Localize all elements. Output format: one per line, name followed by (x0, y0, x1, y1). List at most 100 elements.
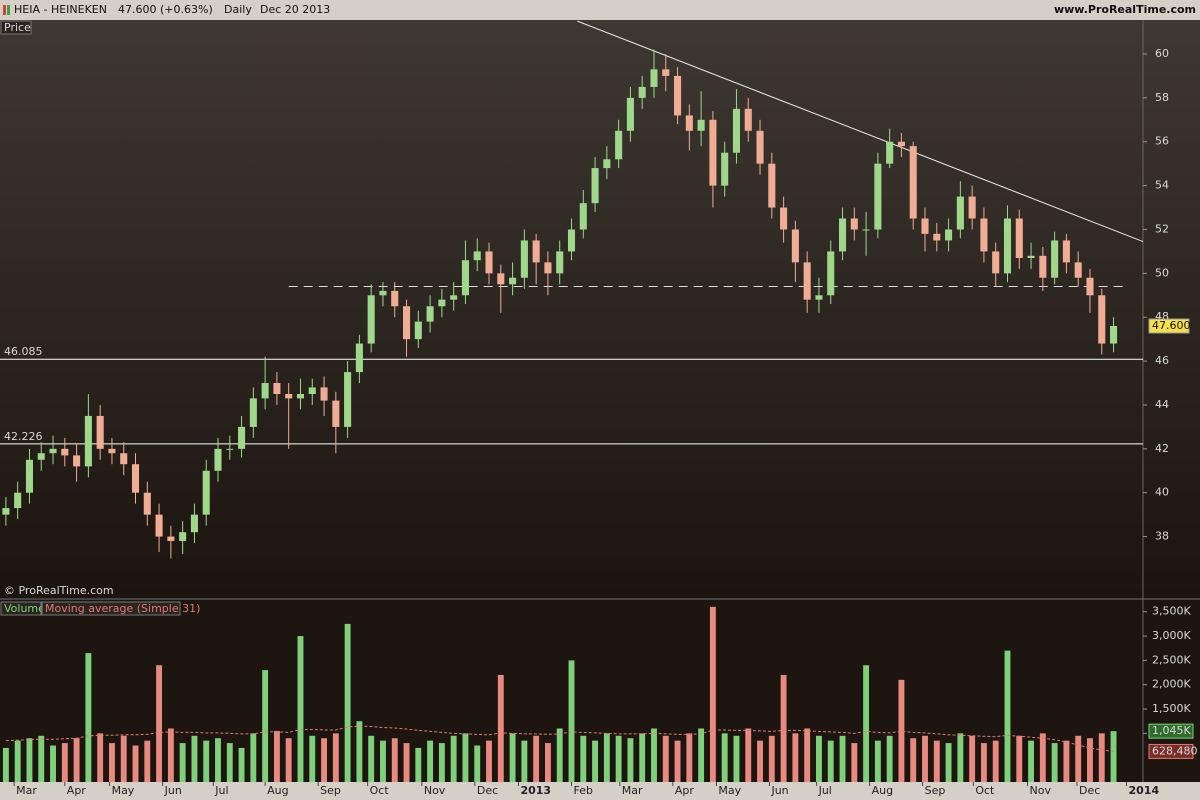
candle-body (732, 108, 741, 153)
volume-bar (851, 743, 858, 782)
support-label: 46.085 (4, 345, 43, 358)
candle-body (780, 207, 788, 230)
quote: 47.600 (+0.63%) (118, 3, 213, 16)
price-tag (0, 20, 32, 35)
volume-bar (427, 740, 434, 782)
volume-bar (403, 743, 410, 782)
candle-body (697, 119, 705, 131)
candle-body (556, 251, 564, 274)
volume-bar (1075, 735, 1082, 782)
volume-bar (215, 738, 221, 782)
last-ma-box (1148, 743, 1194, 759)
last-ma-label: 628,480 (1152, 744, 1198, 757)
volume-bar (356, 721, 363, 782)
candle-body (414, 321, 422, 340)
volume-bar (603, 733, 610, 782)
volume-bar (191, 735, 198, 782)
volume-panel (0, 600, 1200, 782)
candle-body (791, 229, 799, 263)
volume-bar (1087, 738, 1093, 782)
candle-body (1098, 295, 1106, 344)
candle-body (591, 168, 599, 204)
y-tick-label: 60 (1155, 47, 1169, 60)
x-axis-bar (0, 782, 1200, 800)
candle-body (355, 343, 363, 373)
candle-body (567, 229, 576, 252)
price-panel (0, 20, 1200, 598)
volume-bar (509, 733, 516, 782)
x-tick-label: Oct (370, 784, 390, 797)
candle-body (96, 415, 104, 449)
volume-bar (380, 740, 386, 782)
candle-body (933, 233, 941, 241)
volume-bar (674, 740, 681, 782)
x-tick-label: Jul (818, 784, 832, 797)
candle-body (273, 383, 281, 394)
candle-body (167, 536, 175, 541)
candle-body (190, 514, 198, 533)
support-label: 42.226 (4, 430, 43, 443)
candle-body (485, 251, 493, 274)
candle-body (1003, 218, 1012, 274)
volume-bar (945, 743, 952, 782)
candle-body (391, 290, 399, 307)
candle-body (426, 306, 434, 322)
volume-bar (816, 735, 822, 782)
ma-tag (41, 601, 181, 616)
volume-bar (556, 728, 563, 782)
candle-body (143, 492, 151, 515)
y-tick-label: 54 (1155, 179, 1169, 192)
volume-bar (827, 740, 834, 782)
y-tick-label: 2,000K (1152, 678, 1191, 691)
candle-body (874, 163, 882, 230)
volume-bar (450, 735, 457, 782)
y-tick-label: 56 (1155, 135, 1169, 148)
candle-body (344, 372, 352, 427)
header-bar (0, 0, 1200, 20)
candle-body (803, 262, 811, 300)
volume-title: Volume (4, 602, 45, 615)
symbol: HEIA - HEINEKEN (14, 3, 107, 16)
candle-body (945, 229, 953, 241)
candle-body (1051, 240, 1059, 278)
x-tick-label: Sep (925, 784, 946, 797)
x-tick-label: Nov (1030, 784, 1052, 797)
candle-body (402, 306, 411, 340)
volume-bar (544, 743, 551, 782)
y-tick-label: 3,000K (1152, 629, 1191, 642)
volume-bar (709, 606, 716, 782)
candle-body (674, 75, 682, 116)
y-tick-label: 58 (1155, 91, 1169, 104)
volume-bar (297, 636, 304, 782)
candle-body (897, 141, 905, 147)
volume-bar (1016, 735, 1023, 782)
volume-bar (50, 745, 56, 782)
volume-bar (462, 733, 469, 782)
volume-bar (768, 735, 775, 782)
volume-bar (344, 623, 351, 782)
volume-bar (38, 735, 45, 782)
volume-bar (226, 743, 233, 782)
candle-body (615, 130, 623, 160)
last-volume-box (1148, 723, 1194, 739)
volume-bar (61, 743, 68, 782)
volume-bar (1110, 731, 1117, 782)
candle-body (438, 299, 446, 307)
volume-bar (686, 733, 693, 782)
candle-body (756, 130, 764, 164)
y-tick-label: 52 (1155, 222, 1169, 235)
x-tick-label: Oct (975, 784, 995, 797)
candle-body (367, 295, 375, 344)
volume-bar (285, 738, 292, 782)
candle-body (603, 159, 611, 169)
x-tick-label: May (718, 784, 741, 797)
candle-body (238, 426, 246, 449)
volume-bar (969, 735, 976, 782)
volume-bar (721, 733, 728, 782)
volume-bar (438, 743, 445, 782)
volume-bar (120, 735, 127, 782)
candle-body (320, 387, 328, 401)
candle-body (862, 229, 870, 231)
volume-bar (957, 733, 964, 782)
x-tick-label: 2014 (1129, 784, 1160, 797)
